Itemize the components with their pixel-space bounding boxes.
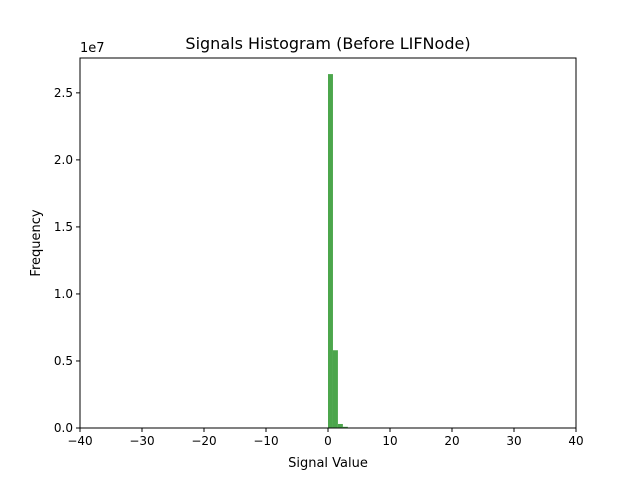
x-tick-label: 30 — [506, 434, 521, 448]
y-tick-label: 0.0 — [54, 421, 73, 435]
y-tick-label: 1.0 — [54, 287, 73, 301]
y-axis-ticks: 0.0 0.5 1.0 1.5 2.0 2.5 — [54, 86, 80, 435]
histogram-bar-0 — [328, 74, 333, 428]
y-tick-label: 2.0 — [54, 153, 73, 167]
x-tick-label: 20 — [444, 434, 459, 448]
x-axis-ticks: −40 −30 −20 −10 0 10 20 30 40 — [67, 428, 584, 448]
histogram-bar-1 — [332, 350, 338, 428]
histogram-bar-3 — [342, 426, 348, 428]
x-tick-label: 0 — [324, 434, 332, 448]
y-axis-label: Frequency — [29, 209, 44, 276]
y-tick-label: 1.5 — [54, 220, 73, 234]
y-tick-label: 2.5 — [54, 86, 73, 100]
x-tick-label: −20 — [191, 434, 216, 448]
x-tick-label: 10 — [382, 434, 397, 448]
y-axis-scale-label: 1e7 — [80, 41, 105, 56]
chart-title: Signals Histogram (Before LIFNode) — [185, 34, 470, 53]
x-tick-label: −10 — [253, 434, 278, 448]
x-axis-label: Signal Value — [288, 456, 368, 471]
y-tick-label: 0.5 — [54, 354, 73, 368]
histogram-bar-2 — [337, 423, 343, 428]
x-tick-label: −30 — [129, 434, 154, 448]
x-tick-label: 40 — [568, 434, 583, 448]
x-tick-label: −40 — [67, 434, 92, 448]
